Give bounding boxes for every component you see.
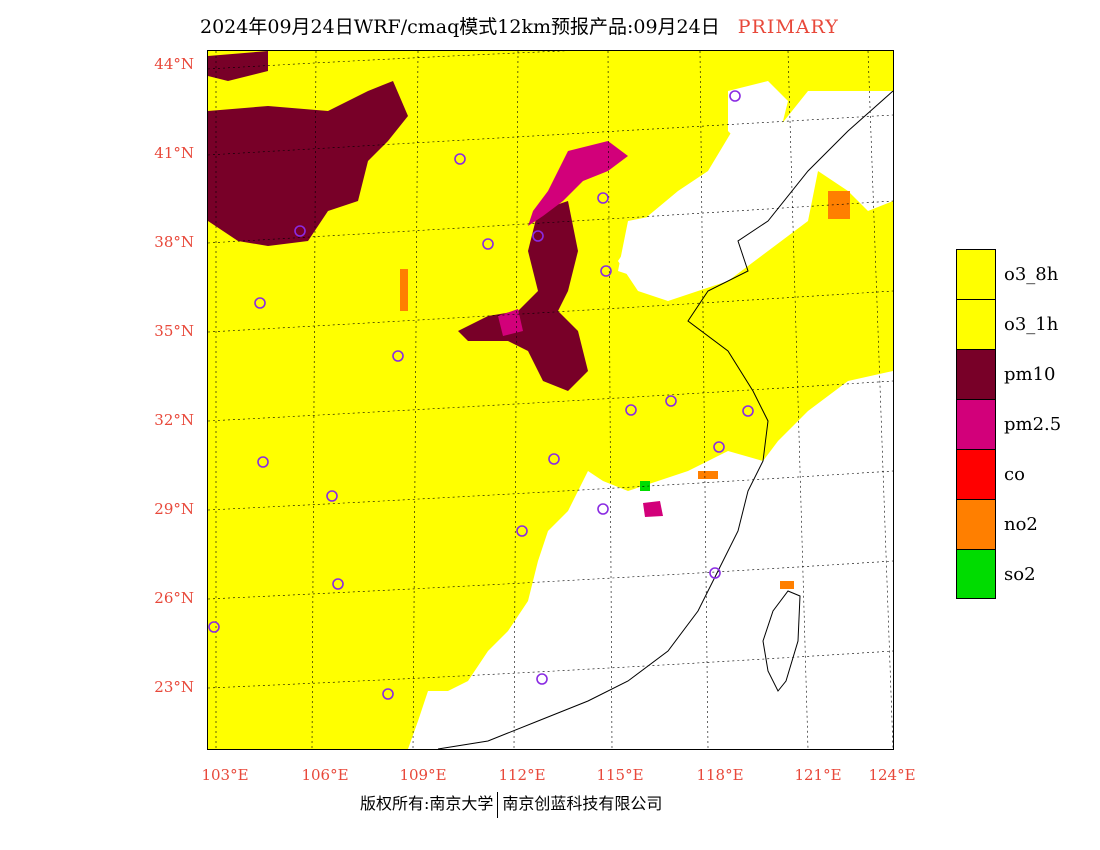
pm10-region-northwest-top xyxy=(208,51,268,81)
legend-swatch xyxy=(956,449,996,499)
lon-label-112e: 112°E xyxy=(498,766,546,784)
city-markers xyxy=(208,90,754,700)
legend-swatch xyxy=(956,249,996,299)
legend-swatch xyxy=(956,349,996,399)
legend-item-o3-8h: o3_8h xyxy=(956,249,1061,299)
pm25-region-central xyxy=(498,309,523,336)
lat-label-26n: 26°N xyxy=(154,589,194,607)
legend-swatch xyxy=(956,549,996,599)
pm25-region-north xyxy=(528,141,628,226)
map-title: 2024年09月24日WRF/cmaq模式12km预报产品:09月24日 PRIM… xyxy=(200,12,839,39)
pollutant-map xyxy=(208,51,893,749)
lon-label-124e: 124°E xyxy=(868,766,916,784)
legend-label: no2 xyxy=(1004,513,1038,535)
pm25-region-south xyxy=(643,501,663,517)
legend-label: pm2.5 xyxy=(1004,413,1062,435)
primary-tag: PRIMARY xyxy=(737,16,839,38)
coastline xyxy=(437,90,893,749)
legend-label: o3_1h xyxy=(1004,313,1059,335)
legend-label: so2 xyxy=(1004,563,1036,585)
lat-label-35n: 35°N xyxy=(154,322,194,340)
legend-swatch xyxy=(956,399,996,449)
graticule xyxy=(208,51,893,749)
clear-region-northeast xyxy=(728,81,788,151)
copyright-owner: 版权所有:南京大学 xyxy=(360,794,494,813)
legend-item-no2: no2 xyxy=(956,499,1061,549)
so2-spot xyxy=(640,481,650,491)
legend-label: co xyxy=(1004,463,1025,485)
no2-spot-shanxi xyxy=(400,269,408,311)
lat-label-44n: 44°N xyxy=(154,55,194,73)
map-panel xyxy=(207,50,894,750)
legend-item-pm2-5: pm2.5 xyxy=(956,399,1061,449)
no2-spot-northeast xyxy=(828,191,850,219)
footer-divider xyxy=(497,791,499,818)
clear-region-shandong xyxy=(618,211,708,281)
lat-label-32n: 32°N xyxy=(154,411,194,429)
pm10-region-central xyxy=(458,201,588,391)
copyright-company: 南京创蓝科技有限公司 xyxy=(502,794,663,813)
legend-item-o3-1h: o3_1h xyxy=(956,299,1061,349)
lon-label-121e: 121°E xyxy=(794,766,842,784)
lon-label-109e: 109°E xyxy=(399,766,447,784)
o3-region xyxy=(208,51,893,749)
title-text: 2024年09月24日WRF/cmaq模式12km预报产品:09月24日 xyxy=(200,16,720,38)
lat-label-41n: 41°N xyxy=(154,144,194,162)
lon-label-103e: 103°E xyxy=(201,766,249,784)
lat-label-38n: 38°N xyxy=(154,233,194,251)
legend-swatch xyxy=(956,499,996,549)
legend-label: o3_8h xyxy=(1004,263,1059,285)
legend-item-co: co xyxy=(956,449,1061,499)
no2-spot-taiwan xyxy=(780,581,794,589)
legend-item-so2: so2 xyxy=(956,549,1061,599)
no2-spot-east xyxy=(698,471,718,479)
lon-label-118e: 118°E xyxy=(696,766,744,784)
legend-swatch xyxy=(956,299,996,349)
copyright-footer: 版权所有:南京大学 南京创蓝科技有限公司 xyxy=(360,790,662,818)
taiwan-outline xyxy=(762,590,801,692)
pm10-region-northwest xyxy=(208,81,408,246)
legend-label: pm10 xyxy=(1004,363,1056,385)
lat-label-23n: 23°N xyxy=(154,678,194,696)
legend: o3_8h o3_1h pm10 pm2.5 co no2 so2 xyxy=(956,249,1061,599)
lon-label-115e: 115°E xyxy=(596,766,644,784)
legend-item-pm10: pm10 xyxy=(956,349,1061,399)
lat-label-29n: 29°N xyxy=(154,500,194,518)
lon-label-106e: 106°E xyxy=(301,766,349,784)
